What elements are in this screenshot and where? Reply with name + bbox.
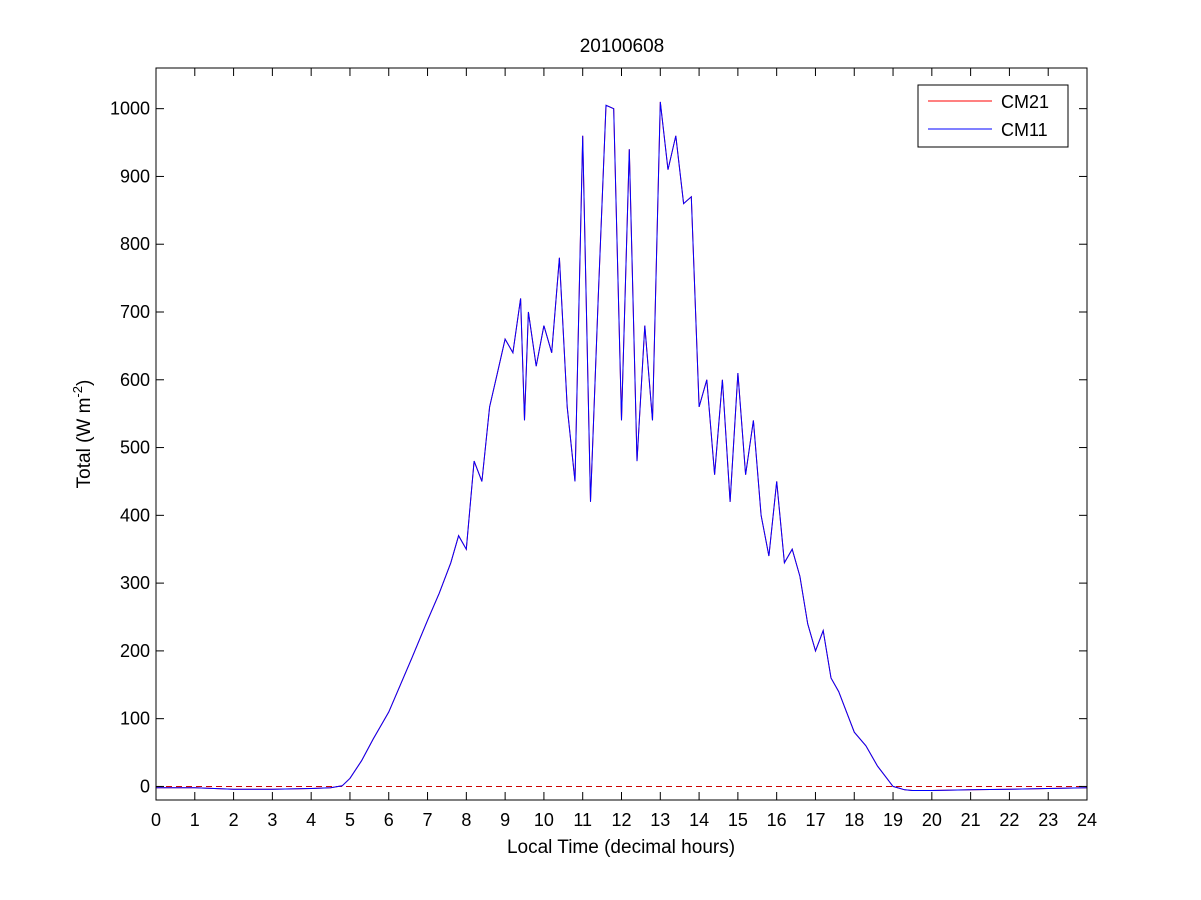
x-tick-label: 18 bbox=[844, 810, 864, 830]
x-tick-label: 24 bbox=[1077, 810, 1097, 830]
y-axis-label-superscript: -2 bbox=[70, 386, 85, 398]
y-tick-label: 500 bbox=[120, 438, 150, 458]
y-axis-label-close: ) bbox=[74, 380, 95, 386]
x-tick-label: 1 bbox=[190, 810, 200, 830]
plot-area bbox=[156, 68, 1087, 800]
x-tick-label: 14 bbox=[689, 810, 709, 830]
x-tick-label: 8 bbox=[461, 810, 471, 830]
x-tick-label: 9 bbox=[500, 810, 510, 830]
x-tick-label: 6 bbox=[384, 810, 394, 830]
y-axis-label-main: Total (W m bbox=[74, 398, 95, 489]
x-tick-label: 12 bbox=[611, 810, 631, 830]
legend: CM21 CM11 bbox=[917, 84, 1069, 148]
series-line-cm11 bbox=[156, 101, 1087, 791]
x-tick-label: 20 bbox=[922, 810, 942, 830]
y-tick-label: 600 bbox=[120, 370, 150, 390]
x-tick-label: 10 bbox=[534, 810, 554, 830]
x-tick-label: 16 bbox=[767, 810, 787, 830]
x-tick-label: 3 bbox=[267, 810, 277, 830]
y-tick-label: 400 bbox=[120, 505, 150, 525]
y-axis: 0 100 200 300 400 500 600 700 800 900 1000 bbox=[110, 99, 1087, 796]
legend-label-cm11: CM11 bbox=[1001, 120, 1048, 140]
x-axis: 0 1 2 3 4 5 6 7 8 9 10 11 12 13 14 15 16 17 18 19 20 21 22 23 24 bbox=[151, 68, 1097, 830]
x-tick-label: 4 bbox=[306, 810, 316, 830]
x-tick-label: 7 bbox=[423, 810, 433, 830]
y-tick-label: 200 bbox=[120, 641, 150, 661]
x-tick-label: 11 bbox=[573, 810, 592, 830]
x-tick-label: 5 bbox=[345, 810, 355, 830]
x-tick-label: 17 bbox=[805, 810, 825, 830]
legend-box bbox=[917, 84, 1069, 148]
x-tick-label: 0 bbox=[151, 810, 161, 830]
x-tick-label: 22 bbox=[999, 810, 1019, 830]
y-tick-label: 0 bbox=[140, 776, 150, 796]
series-layer bbox=[156, 101, 1087, 791]
y-tick-label: 700 bbox=[120, 302, 150, 322]
chart-title: 20100608 bbox=[580, 36, 665, 57]
y-tick-label: 300 bbox=[120, 573, 150, 593]
y-tick-label: 900 bbox=[120, 166, 150, 186]
x-tick-label: 15 bbox=[728, 810, 748, 830]
y-tick-label: 800 bbox=[120, 234, 150, 254]
x-tick-label: 19 bbox=[883, 810, 903, 830]
x-axis-label: Local Time (decimal hours) bbox=[507, 837, 735, 858]
x-tick-label: 13 bbox=[650, 810, 670, 830]
y-tick-label: 100 bbox=[120, 709, 150, 729]
x-tick-label: 2 bbox=[229, 810, 239, 830]
x-tick-label: 21 bbox=[961, 810, 981, 830]
y-tick-label: 1000 bbox=[110, 99, 150, 119]
legend-label-cm21: CM21 bbox=[1001, 92, 1049, 112]
x-tick-label: 23 bbox=[1038, 810, 1058, 830]
y-axis-label: Total (W m-2) bbox=[70, 380, 95, 489]
